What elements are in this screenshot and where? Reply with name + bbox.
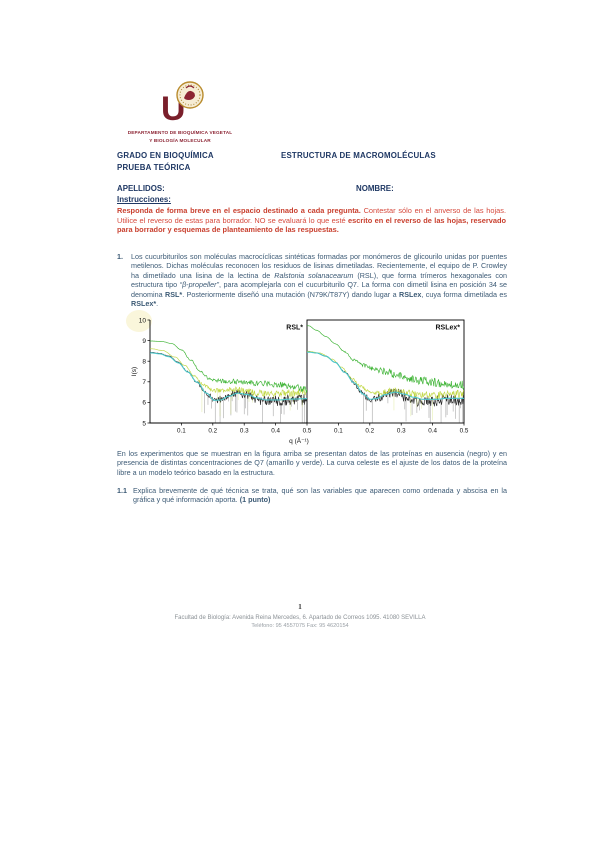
series-0-proteina libre (negro)	[150, 352, 307, 407]
question-1-1: 1.1 Explica brevemente de qué técnica se…	[117, 486, 507, 505]
panel-label-0: RSL*	[286, 325, 303, 332]
instructions-paragraph: Responda de forma breve en el espacio de…	[117, 206, 506, 235]
instructions-paragraph-run-1: Contestar sólo en el anverso de las hoja…	[117, 206, 507, 225]
y-axis-label: I(s)	[131, 367, 138, 376]
panel-1	[307, 325, 464, 423]
panel-label-1: RSLex*	[435, 325, 460, 332]
department-line-1: DEPARTAMENTO DE BIOQUÍMICA VEGETAL	[127, 130, 233, 135]
university-logo: U	[161, 81, 204, 128]
question-1-text: Los cucurbiturilos son moléculas macrocí…	[131, 252, 507, 308]
question-1-1-text-run-0: Explica brevemente de qué técnica se tra…	[133, 486, 507, 505]
series-1-con Q7 (amarillo)	[150, 348, 307, 398]
x-tick-label: 0.2	[365, 428, 374, 435]
x-tick-label: 0.5	[303, 428, 312, 435]
figure-caption: En los experimentos que se muestran en l…	[117, 449, 507, 477]
question-1-text-run-9: RSLex*	[131, 299, 157, 309]
y-tick-label: 5	[142, 420, 146, 427]
y-tick-label: 7	[142, 379, 146, 386]
panel-0	[150, 340, 307, 423]
course-title: ESTRUCTURA DE MACROMOLÉCULAS	[281, 151, 436, 160]
instructions-paragraph-run-0: Responda de forma breve en el espacio de…	[117, 206, 361, 215]
series-2-con Q7 (verde)	[150, 340, 307, 393]
question-1-1-text-run-1: (1 punto)	[239, 495, 271, 505]
y-tick-label: 9	[142, 338, 146, 345]
series-2-con Q7 (verde)	[307, 325, 464, 391]
y-tick-label: 6	[142, 400, 146, 407]
program-title: GRADO EN BIOQUÍMICA	[117, 151, 214, 160]
question-1-text-run-1: Ralstonia solanacearum	[274, 270, 354, 280]
saxs-figure-svg: 5 6 7 8 9 10 0.1 0.2 0.3 0.4 0.5 0.1 0.2 0.3 0.4 0.5 I(s…	[131, 317, 469, 445]
question-1-text-run-4: , para acomplejarla con el cucurbiturilo…	[131, 280, 508, 299]
seal-emblem-icon	[184, 90, 195, 100]
x-tick-label: 0.1	[334, 428, 343, 435]
question-1-1-number: 1.1	[117, 486, 127, 495]
question-1-number: 1.	[117, 252, 123, 261]
department-line-2: Y BIOLOGÍA MOLECULAR	[149, 137, 211, 143]
x-axis-label: q (Å⁻¹)	[289, 436, 309, 445]
x-tick-label: 0.1	[177, 428, 186, 435]
instructions-heading: Instrucciones:	[117, 195, 171, 204]
exam-type: PRUEBA TEÓRICA	[117, 162, 191, 172]
x-tick-label: 0.4	[271, 428, 280, 435]
apellidos-label: APELLIDOS:	[117, 184, 165, 193]
footer-phone: Teléfono: 95 4557075 Fax: 95 4620154	[251, 623, 349, 629]
x-tick-label: 0.2	[208, 428, 217, 435]
page-footer: Facultad de Biología: Avenida Reina Merc…	[0, 614, 600, 630]
seal-ring-icon	[179, 84, 201, 106]
page-number: 1	[298, 602, 302, 611]
question-1-text-run-7: RSLex	[399, 289, 422, 299]
left-panel-axes	[149, 320, 307, 424]
y-tick-label: 10	[139, 317, 147, 324]
seal-crown-icon	[185, 85, 195, 89]
question-1-1-text: Explica brevemente de qué técnica se tra…	[133, 486, 507, 505]
logo-block: U DEPARTAMENTO DE BIOQUÍMICA VEGETAL Y B…	[100, 80, 260, 144]
header-left: GRADO EN BIOQUÍMICA PRUEBA TEÓRICA	[117, 150, 214, 173]
x-tick-label: 0.5	[460, 428, 469, 435]
footer-address: Facultad de Biología: Avenida Reina Merc…	[174, 615, 426, 621]
right-panel-frame	[306, 319, 465, 424]
instructions-paragraph-run-2: escrito en el reverso de las hojas, rese…	[117, 215, 506, 235]
series-3-ajuste modelo (celeste)	[150, 352, 307, 401]
x-tick-label: 0.3	[240, 428, 249, 435]
x-tick-label: 0.4	[428, 428, 437, 435]
x-tick-label: 0.3	[397, 428, 406, 435]
question-1-text-run-2: (RSL), que forma trímeros hexagonales co…	[131, 270, 508, 290]
y-tick-label: 8	[142, 359, 146, 366]
question-1-text-run-8: , cuya forma dimetilada es	[421, 289, 507, 299]
question-1: 1. Los cucurbiturilos son moléculas macr…	[117, 252, 507, 308]
series-3-ajuste modelo (celeste)	[307, 351, 464, 400]
scan-smudge	[126, 310, 152, 332]
question-1-text-run-6: . Posteriormente diseñó una mutación (N7…	[182, 289, 399, 299]
question-1-text-run-5: RSL*	[165, 289, 183, 299]
question-1-text-run-3: “β-propeller”	[179, 280, 219, 290]
question-1-text-run-0: Los cucurbiturilos son moléculas macrocí…	[131, 252, 507, 280]
series-1-con Q7 (amarillo)	[307, 350, 464, 400]
nombre-label: NOMBRE:	[356, 184, 394, 193]
question-1-text-run-10: .	[156, 299, 159, 309]
